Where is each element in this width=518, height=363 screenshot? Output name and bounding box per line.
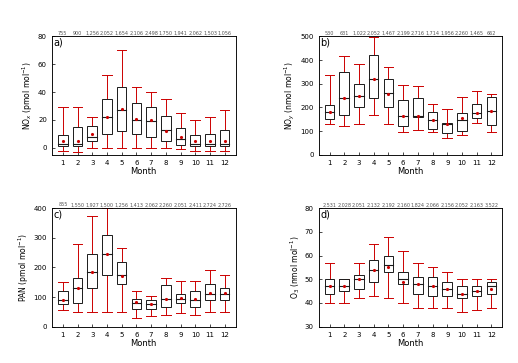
Bar (442, 282, 452, 296)
Bar (117, 86, 126, 131)
Text: b): b) (320, 37, 330, 48)
Bar (58, 291, 68, 305)
Bar (58, 135, 68, 146)
Bar (325, 105, 334, 119)
Bar (398, 272, 408, 284)
Bar (220, 288, 229, 300)
Bar (457, 286, 467, 298)
X-axis label: Month: Month (397, 167, 424, 176)
Bar (88, 126, 97, 141)
Bar (325, 279, 334, 294)
Bar (486, 97, 496, 125)
Bar (428, 277, 437, 296)
Bar (73, 278, 82, 303)
Bar (413, 277, 423, 294)
Bar (132, 103, 141, 134)
Text: a): a) (54, 37, 63, 48)
Text: c): c) (54, 209, 63, 219)
Bar (161, 116, 170, 141)
Bar (73, 127, 82, 146)
Bar (384, 79, 393, 107)
Bar (191, 135, 200, 146)
Bar (117, 261, 126, 284)
Bar (339, 279, 349, 291)
Y-axis label: PAN (pmol mol$^{-1}$): PAN (pmol mol$^{-1}$) (16, 233, 31, 302)
Bar (457, 113, 467, 131)
Y-axis label: O$_3$ (nmol mol$^{-1}$): O$_3$ (nmol mol$^{-1}$) (288, 236, 302, 299)
Bar (339, 72, 349, 115)
Bar (220, 130, 229, 146)
Y-axis label: NO$_y$ (nmol mol$^{-1}$): NO$_y$ (nmol mol$^{-1}$) (283, 61, 297, 130)
Bar (205, 284, 215, 300)
X-axis label: Month: Month (397, 339, 424, 348)
Bar (369, 55, 379, 98)
Bar (161, 285, 170, 307)
Bar (132, 298, 141, 309)
Bar (384, 256, 393, 272)
X-axis label: Month: Month (131, 167, 157, 176)
Bar (442, 123, 452, 134)
Bar (147, 107, 156, 137)
Bar (102, 235, 112, 275)
Bar (486, 282, 496, 294)
Bar (428, 112, 437, 129)
Bar (147, 300, 156, 309)
Bar (205, 134, 215, 146)
Bar (354, 274, 364, 289)
Bar (176, 294, 185, 303)
X-axis label: Month: Month (131, 339, 157, 348)
Bar (369, 260, 379, 282)
Bar (354, 84, 364, 107)
Bar (88, 254, 97, 288)
Bar (176, 129, 185, 145)
Bar (472, 286, 482, 296)
Bar (413, 98, 423, 117)
Bar (472, 104, 482, 118)
Text: d): d) (320, 209, 330, 219)
Bar (398, 100, 408, 126)
Bar (191, 291, 200, 307)
Bar (102, 99, 112, 134)
Y-axis label: NO$_x$ (pmol mol$^{-1}$): NO$_x$ (pmol mol$^{-1}$) (21, 61, 35, 130)
